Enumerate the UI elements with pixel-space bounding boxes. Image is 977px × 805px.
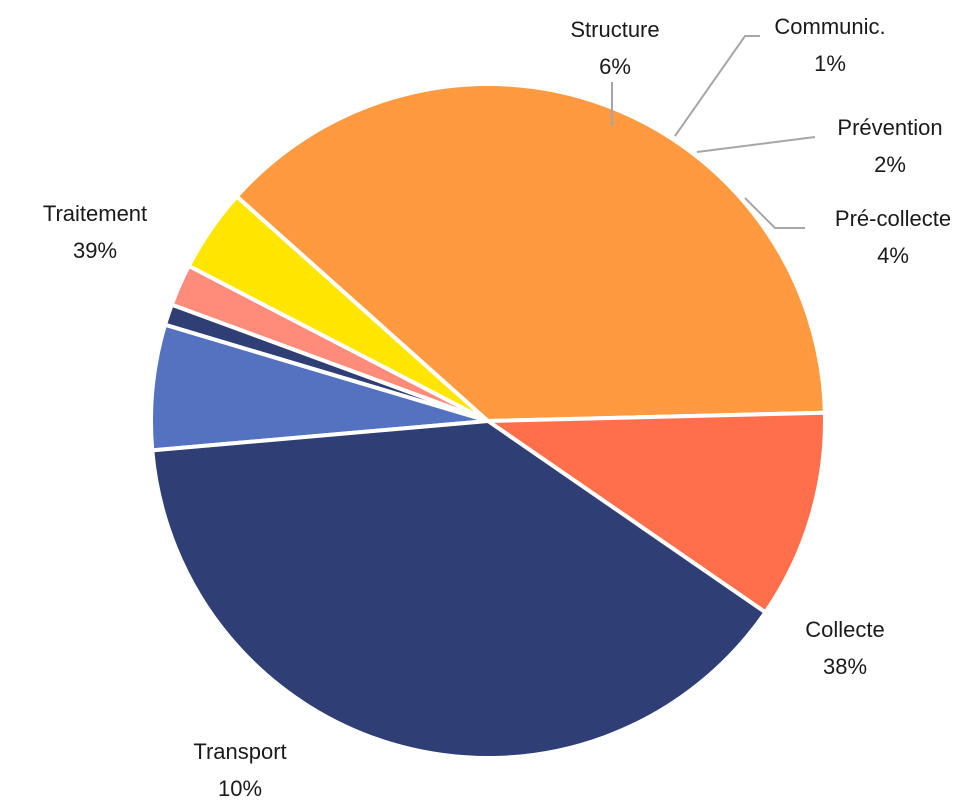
slice-percent-label: 2% [874,152,906,177]
pie-slices [149,82,827,760]
slice-percent-label: 38% [823,654,867,679]
leader-line [744,197,805,229]
slice-label: Pré-collecte [835,206,951,231]
slice-label: Communic. [774,14,885,39]
slice-label: Collecte [805,617,884,642]
slice-percent-label: 4% [877,243,909,268]
pie-slice-traitement [150,419,768,760]
slice-percent-label: 6% [599,54,631,79]
leader-line [696,136,816,153]
pie-slice-structure [149,322,490,453]
slice-percent-label: 1% [814,51,846,76]
slice-percent-label: 10% [218,776,262,801]
slice-percent-label: 39% [73,238,117,263]
pie-slice-transport [486,410,827,615]
slice-label: Transport [193,739,286,764]
slice-labels: Structure 6% Communic. 1% Prévention 2% Pré-co… [43,14,951,801]
pie-slice-collecte [234,82,827,423]
slice-label: Structure [570,17,659,42]
slice-label: Prévention [837,115,942,140]
slice-label: Traitement [43,201,147,226]
leader-line [674,35,760,137]
leader-lines [611,35,816,229]
